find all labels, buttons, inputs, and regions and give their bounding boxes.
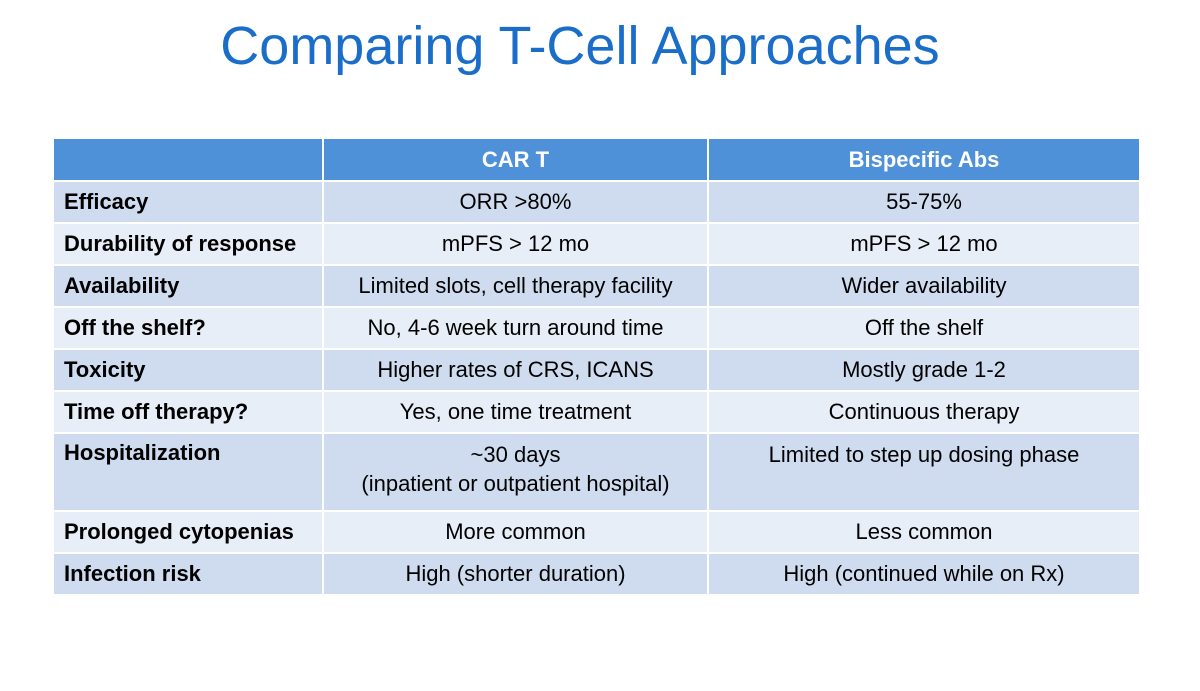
row-label: Durability of response: [52, 222, 324, 266]
row-label: Hospitalization: [52, 432, 324, 512]
car-t-cell: mPFS > 12 mo: [322, 222, 709, 266]
bispecific-cell-text: Limited to step up dosing phase: [768, 442, 1080, 467]
header-car-t: CAR T: [322, 137, 709, 182]
header-bispecific-abs: Bispecific Abs: [707, 137, 1141, 182]
bispecific-cell: 55-75%: [707, 180, 1141, 224]
car-t-cell-line-1: ~30 days: [470, 442, 561, 467]
bispecific-cell: High (continued while on Rx): [707, 552, 1141, 596]
bispecific-cell: Off the shelf: [707, 306, 1141, 350]
bispecific-cell: Mostly grade 1-2: [707, 348, 1141, 392]
comparison-table: CAR T Bispecific Abs Efficacy ORR >80% 5…: [52, 137, 1141, 596]
table-row-off-the-shelf: Off the shelf? No, 4-6 week turn around …: [52, 306, 1141, 350]
header-corner-cell: [52, 137, 324, 182]
car-t-cell: Limited slots, cell therapy facility: [322, 264, 709, 308]
row-label: Off the shelf?: [52, 306, 324, 350]
car-t-cell: ORR >80%: [322, 180, 709, 224]
table-row-efficacy: Efficacy ORR >80% 55-75%: [52, 180, 1141, 224]
table-row-toxicity: Toxicity Higher rates of CRS, ICANS Most…: [52, 348, 1141, 392]
car-t-cell: Yes, one time treatment: [322, 390, 709, 434]
table-header-row: CAR T Bispecific Abs: [52, 137, 1141, 182]
bispecific-cell: Limited to step up dosing phase: [707, 432, 1141, 512]
bispecific-cell: Less common: [707, 510, 1141, 554]
bispecific-cell: Wider availability: [707, 264, 1141, 308]
row-label: Efficacy: [52, 180, 324, 224]
car-t-cell: More common: [322, 510, 709, 554]
row-label: Prolonged cytopenias: [52, 510, 324, 554]
table-row-availability: Availability Limited slots, cell therapy…: [52, 264, 1141, 308]
table-row-durability: Durability of response mPFS > 12 mo mPFS…: [52, 222, 1141, 266]
car-t-cell: No, 4-6 week turn around time: [322, 306, 709, 350]
row-label: Toxicity: [52, 348, 324, 392]
car-t-cell-line-2: (inpatient or outpatient hospital): [361, 471, 670, 496]
row-label: Time off therapy?: [52, 390, 324, 434]
table-row-hospitalization: Hospitalization ~30 days (inpatient or o…: [52, 432, 1141, 512]
table-row-infection-risk: Infection risk High (shorter duration) H…: [52, 552, 1141, 596]
car-t-cell: Higher rates of CRS, ICANS: [322, 348, 709, 392]
bispecific-cell: mPFS > 12 mo: [707, 222, 1141, 266]
table-row-cytopenias: Prolonged cytopenias More common Less co…: [52, 510, 1141, 554]
car-t-cell: High (shorter duration): [322, 552, 709, 596]
bispecific-cell: Continuous therapy: [707, 390, 1141, 434]
car-t-cell: ~30 days (inpatient or outpatient hospit…: [322, 432, 709, 512]
row-label: Availability: [52, 264, 324, 308]
row-label: Infection risk: [52, 552, 324, 596]
table-row-time-off-therapy: Time off therapy? Yes, one time treatmen…: [52, 390, 1141, 434]
slide-title: Comparing T-Cell Approaches: [220, 16, 940, 76]
